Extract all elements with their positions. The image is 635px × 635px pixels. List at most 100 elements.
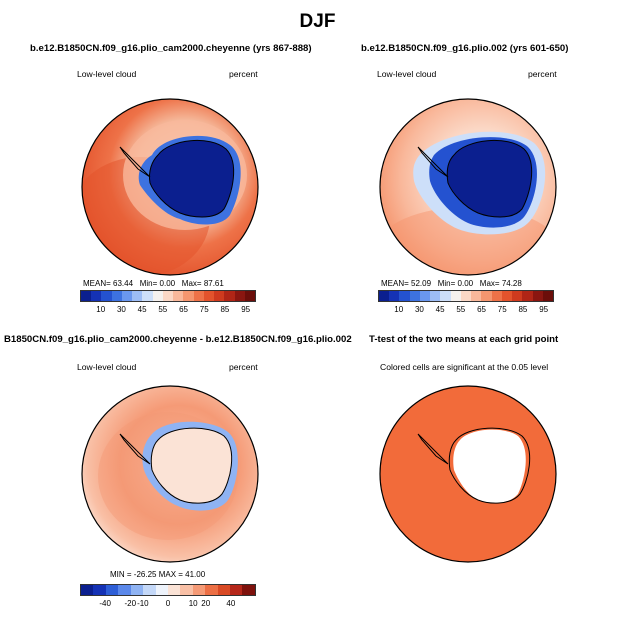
panel-1-max-label: Max= bbox=[181, 279, 202, 288]
panel-1-title: b.e12.B1850CN.f09_g16.plio_cam2000.cheye… bbox=[30, 43, 312, 54]
colorbar-tick-label: 75 bbox=[199, 305, 209, 314]
colorbar-swatch bbox=[501, 291, 513, 301]
colorbar-tick-label: 75 bbox=[497, 305, 507, 314]
panel-1-map-border bbox=[81, 98, 259, 276]
colorbar-tick-label: 45 bbox=[435, 305, 445, 314]
panel-4-not-significant-region bbox=[453, 429, 526, 504]
panel-3-colorbar bbox=[80, 584, 256, 596]
panel-2-map bbox=[379, 98, 557, 276]
colorbar-swatch bbox=[450, 291, 461, 301]
colorbar-swatch bbox=[173, 291, 184, 301]
colorbar-swatch bbox=[512, 291, 523, 301]
panel-1-min-label: Min= bbox=[139, 279, 158, 288]
panel-1-max-value: 87.61 bbox=[203, 279, 224, 288]
colorbar-swatch bbox=[152, 291, 163, 301]
panel-2-min-label: Min= bbox=[437, 279, 456, 288]
colorbar-tick-label: -40 bbox=[99, 599, 111, 608]
panel-2-map-border bbox=[379, 98, 557, 276]
colorbar-tick-label: 30 bbox=[116, 305, 126, 314]
colorbar-swatch bbox=[121, 291, 133, 301]
panel-1-mean-label: MEAN= bbox=[83, 279, 111, 288]
panel-1-units-label: percent bbox=[229, 69, 258, 79]
colorbar-tick-label: 0 bbox=[165, 599, 171, 608]
panel-4-subtitle: Colored cells are significant at the 0.0… bbox=[380, 362, 549, 372]
panel-1-mean-value: 63.44 bbox=[113, 279, 134, 288]
colorbar-swatch bbox=[244, 291, 255, 301]
colorbar-swatch bbox=[471, 291, 482, 301]
colorbar-swatch bbox=[234, 291, 245, 301]
colorbar-tick-label: -20 bbox=[124, 599, 137, 608]
panel-2-max-label: Max= bbox=[479, 279, 500, 288]
panel-3-peninsula bbox=[119, 433, 151, 465]
colorbar-swatch bbox=[118, 585, 131, 595]
panel-1-peninsula bbox=[119, 146, 151, 178]
colorbar-swatch bbox=[542, 291, 553, 301]
colorbar-swatch bbox=[130, 585, 144, 595]
panel-2-variable-label: Low-level cloud bbox=[377, 69, 437, 79]
colorbar-swatch bbox=[180, 585, 193, 595]
panel-1-colorbar bbox=[80, 290, 256, 302]
panel-2-colorbar bbox=[378, 290, 554, 302]
figure-title: DJF bbox=[299, 11, 336, 32]
colorbar-swatch bbox=[101, 291, 112, 301]
panel-1-variable-label: Low-level cloud bbox=[77, 69, 137, 79]
panel-3-map-border bbox=[81, 385, 259, 563]
panel-3-stats: MIN = -26.25 MAX = 41.00 bbox=[110, 570, 206, 579]
panel-2-title: b.e12.B1850CN.f09_g16.plio.002 (yrs 601-… bbox=[361, 43, 569, 54]
panel-2-antarctica-interior bbox=[446, 139, 533, 218]
colorbar-swatch bbox=[460, 291, 472, 301]
panel-4-antarctica-coast bbox=[448, 427, 531, 504]
panel-4-map-border bbox=[379, 385, 557, 563]
colorbar-swatch bbox=[93, 585, 106, 595]
colorbar-tick-label: 30 bbox=[414, 305, 424, 314]
colorbar-tick-label: 95 bbox=[539, 305, 549, 314]
colorbar-swatch bbox=[242, 585, 255, 595]
colorbar-tick-label: 10 bbox=[188, 599, 198, 608]
colorbar-swatch bbox=[224, 291, 235, 301]
colorbar-swatch bbox=[440, 291, 451, 301]
panel-2-peninsula bbox=[417, 146, 449, 178]
colorbar-swatch bbox=[105, 585, 119, 595]
colorbar-swatch bbox=[155, 585, 168, 595]
colorbar-swatch bbox=[91, 291, 102, 301]
colorbar-tick-label: 65 bbox=[477, 305, 486, 314]
colorbar-swatch bbox=[167, 585, 181, 595]
colorbar-tick-label: 20 bbox=[201, 599, 211, 608]
panel-1-map bbox=[81, 98, 259, 276]
colorbar-swatch bbox=[81, 585, 94, 595]
colorbar-swatch bbox=[379, 291, 390, 301]
colorbar-swatch bbox=[430, 291, 441, 301]
colorbar-tick-label: -10 bbox=[137, 599, 149, 608]
colorbar-swatch bbox=[214, 291, 225, 301]
panel-3-antarctica-interior bbox=[150, 427, 233, 504]
colorbar-swatch bbox=[399, 291, 410, 301]
panel-3-variable-label: Low-level cloud bbox=[77, 362, 137, 372]
colorbar-tick-label: 85 bbox=[220, 305, 230, 314]
panel-2-stats: MEAN= 52.09 Min= 0.00 Max= 74.28 bbox=[381, 279, 522, 288]
panel-1-min-value: 0.00 bbox=[159, 279, 176, 288]
colorbar-tick-label: 40 bbox=[226, 599, 236, 608]
panel-3-units-label: percent bbox=[229, 362, 258, 372]
colorbar-swatch bbox=[143, 585, 156, 595]
colorbar-swatch bbox=[142, 291, 153, 301]
colorbar-tick-label: 10 bbox=[96, 305, 106, 314]
colorbar-swatch bbox=[193, 291, 204, 301]
panel-1-stats: MEAN= 63.44 Min= 0.00 Max= 87.61 bbox=[83, 279, 224, 288]
colorbar-swatch bbox=[522, 291, 533, 301]
panel-4-map bbox=[379, 385, 557, 563]
colorbar-tick-label: 55 bbox=[456, 305, 466, 314]
panel-4-peninsula bbox=[417, 433, 449, 465]
colorbar-swatch bbox=[203, 291, 215, 301]
colorbar-tick-label: 95 bbox=[241, 305, 251, 314]
colorbar-swatch bbox=[162, 291, 174, 301]
colorbar-swatch bbox=[205, 585, 218, 595]
panel-2-mean-value: 52.09 bbox=[411, 279, 432, 288]
panel-2-max-value: 74.28 bbox=[501, 279, 522, 288]
colorbar-tick-label: 65 bbox=[179, 305, 188, 314]
colorbar-swatch bbox=[532, 291, 543, 301]
colorbar-tick-label: 45 bbox=[137, 305, 147, 314]
panel-3-title: B1850CN.f09_g16.plio_cam2000.cheyenne - … bbox=[4, 334, 352, 345]
panel-1-antarctica-interior bbox=[149, 139, 235, 218]
colorbar-swatch bbox=[192, 585, 206, 595]
colorbar-swatch bbox=[419, 291, 431, 301]
